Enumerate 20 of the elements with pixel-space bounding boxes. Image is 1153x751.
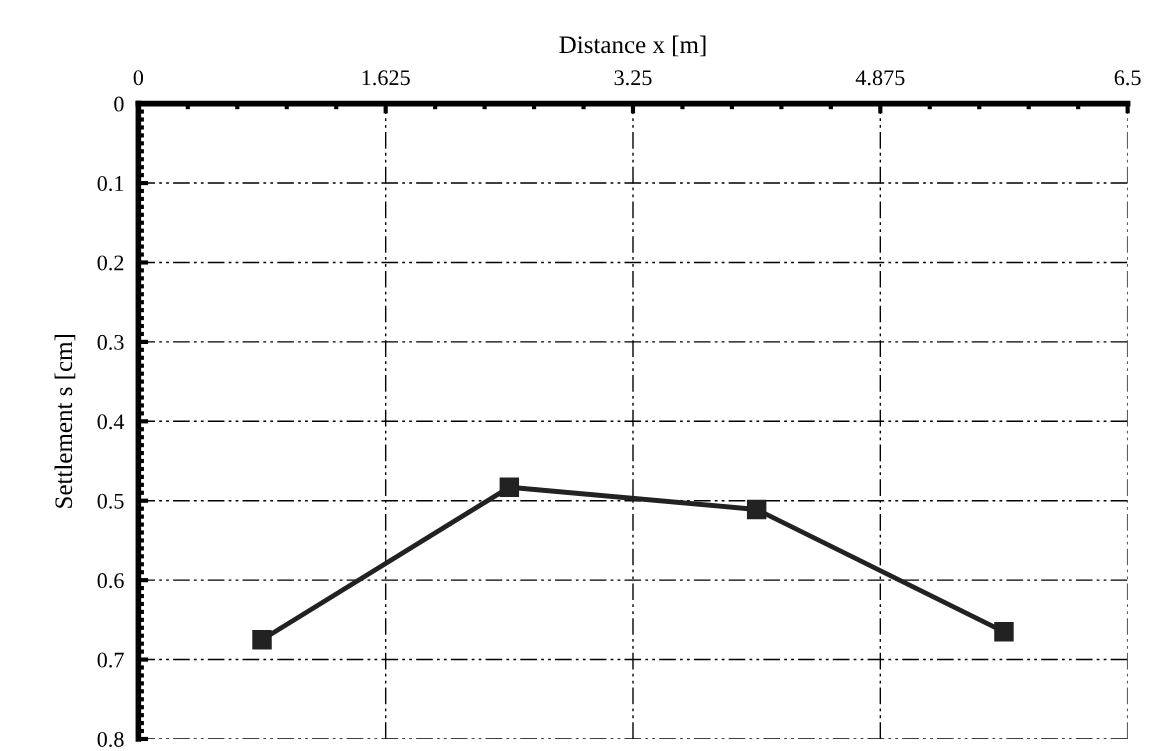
point xyxy=(746,499,767,520)
y-axis-title: Settlement s [cm] xyxy=(54,335,76,508)
x-axis-title: Distance x [m] xyxy=(559,35,706,57)
y-tick-label: 0.1 xyxy=(97,175,124,192)
y-tick-label: 0.7 xyxy=(97,652,124,668)
point xyxy=(252,629,272,650)
x-tick-label: 4.875 xyxy=(855,70,905,86)
y-tick-label: 0.5 xyxy=(97,493,124,509)
point xyxy=(994,622,1014,642)
x-tick-label: 1.625 xyxy=(362,70,410,86)
y-tick-label: 0.6 xyxy=(97,573,124,589)
x-tick-label: 3.25 xyxy=(614,70,652,86)
x-tick-label: 0 xyxy=(133,70,144,86)
y-tick-label: 0.4 xyxy=(97,414,125,430)
y-tick-label: 0.8 xyxy=(97,731,124,748)
point xyxy=(499,477,520,497)
y-tick-label: 0.2 xyxy=(97,255,124,271)
y-tick-label: 0.3 xyxy=(97,334,124,350)
y-tick-label: 0 xyxy=(114,96,124,112)
x-tick-label: 6.5 xyxy=(1114,70,1141,86)
